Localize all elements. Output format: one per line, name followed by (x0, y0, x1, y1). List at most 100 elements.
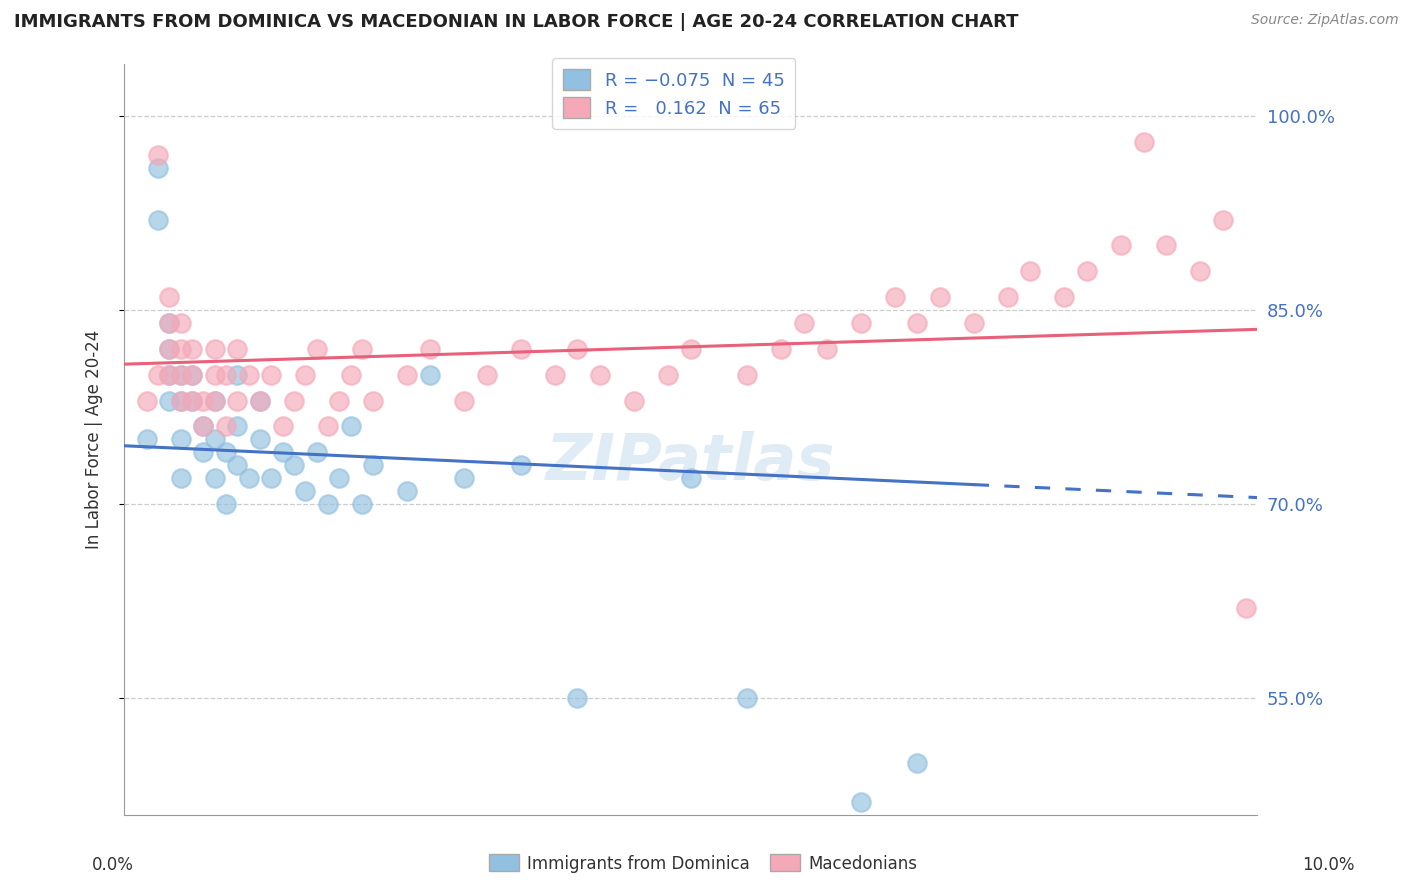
Point (159, 290, 181, 304)
Point (1053, 290, 1076, 304)
Point (226, 393, 249, 408)
Point (193, 419, 215, 434)
Point (181, 393, 204, 408)
Point (363, 458, 385, 473)
Point (419, 342, 441, 356)
Point (928, 290, 950, 304)
Text: 0.0%: 0.0% (91, 856, 134, 874)
Text: ZIPatlas: ZIPatlas (546, 431, 835, 493)
Point (475, 368, 498, 382)
Point (770, 342, 793, 356)
Point (226, 458, 249, 473)
Point (170, 342, 193, 356)
Point (170, 368, 193, 382)
Point (849, 795, 872, 809)
Point (316, 497, 339, 511)
Text: 10.0%: 10.0% (1302, 856, 1355, 874)
Point (305, 342, 328, 356)
Point (305, 445, 328, 459)
Point (849, 316, 872, 330)
Point (589, 368, 612, 382)
Point (453, 393, 475, 408)
Point (328, 471, 350, 485)
Point (567, 342, 589, 356)
Point (1019, 264, 1042, 278)
Point (170, 433, 193, 447)
Y-axis label: In Labor Force | Age 20-24: In Labor Force | Age 20-24 (86, 330, 103, 549)
Point (170, 316, 193, 330)
Point (135, 433, 157, 447)
Legend: R = −0.075  N = 45, R =   0.162  N = 65: R = −0.075 N = 45, R = 0.162 N = 65 (553, 58, 796, 129)
Point (997, 290, 1019, 304)
Point (509, 342, 531, 356)
Point (271, 445, 294, 459)
Point (294, 484, 316, 499)
Point (159, 342, 181, 356)
Point (204, 433, 226, 447)
Point (963, 316, 986, 330)
Point (283, 393, 305, 408)
Point (905, 756, 928, 770)
Point (193, 393, 215, 408)
Point (509, 458, 531, 473)
Point (567, 691, 589, 706)
Point (271, 419, 294, 434)
Point (283, 458, 305, 473)
Point (735, 691, 758, 706)
Point (204, 342, 226, 356)
Point (238, 471, 260, 485)
Point (793, 316, 815, 330)
Point (679, 342, 702, 356)
Point (328, 393, 350, 408)
Point (204, 471, 226, 485)
Point (249, 433, 271, 447)
Point (215, 368, 238, 382)
Point (1189, 264, 1212, 278)
Point (170, 393, 193, 408)
Point (1132, 135, 1154, 149)
Point (363, 393, 385, 408)
Text: Source: ZipAtlas.com: Source: ZipAtlas.com (1251, 13, 1399, 28)
Point (159, 368, 181, 382)
Point (170, 393, 193, 408)
Point (215, 445, 238, 459)
Point (350, 497, 373, 511)
Point (396, 368, 419, 382)
Point (339, 368, 361, 382)
Point (735, 368, 758, 382)
Legend: Immigrants from Dominica, Macedonians: Immigrants from Dominica, Macedonians (482, 847, 924, 880)
Point (396, 484, 419, 499)
Point (146, 148, 169, 162)
Point (146, 161, 169, 175)
Point (226, 342, 249, 356)
Point (204, 393, 226, 408)
Point (294, 368, 316, 382)
Point (1109, 238, 1132, 252)
Point (181, 342, 204, 356)
Point (226, 368, 249, 382)
Point (543, 368, 565, 382)
Point (159, 316, 181, 330)
Point (260, 471, 283, 485)
Point (193, 445, 215, 459)
Point (1212, 212, 1234, 227)
Point (170, 368, 193, 382)
Point (249, 393, 271, 408)
Point (260, 368, 283, 382)
Point (181, 368, 204, 382)
Point (159, 393, 181, 408)
Point (159, 342, 181, 356)
Point (1234, 600, 1257, 615)
Point (170, 471, 193, 485)
Point (146, 212, 169, 227)
Point (815, 342, 838, 356)
Point (159, 316, 181, 330)
Point (657, 368, 679, 382)
Point (238, 368, 260, 382)
Point (419, 368, 441, 382)
Point (679, 471, 702, 485)
Point (135, 393, 157, 408)
Point (453, 471, 475, 485)
Point (181, 368, 204, 382)
Point (159, 368, 181, 382)
